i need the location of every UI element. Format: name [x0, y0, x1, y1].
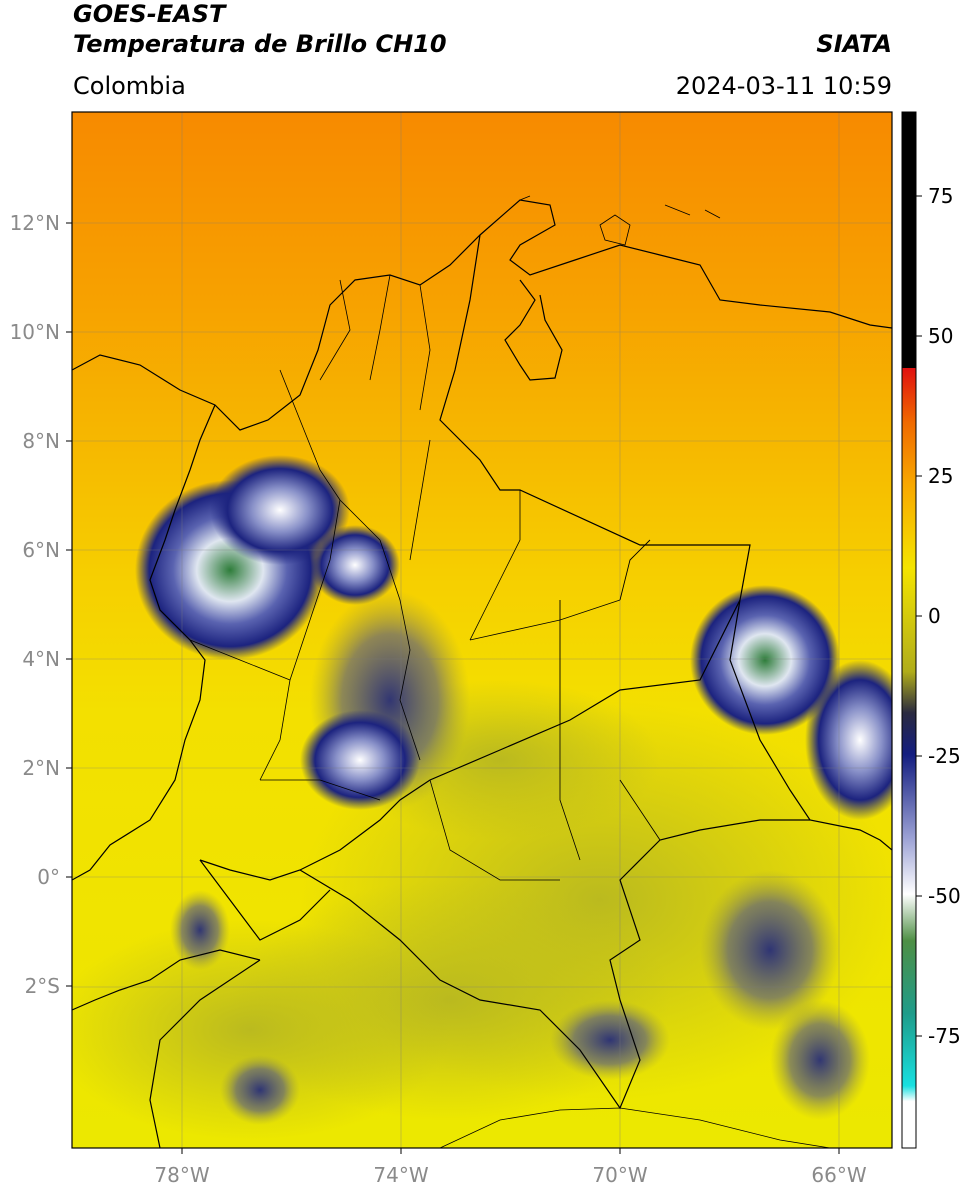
lat-tick-label: 2°N: [22, 756, 60, 780]
colorbar: [902, 112, 916, 1148]
lon-tick-label: 66°W: [811, 1163, 866, 1187]
colorbar-tick-label: -25: [928, 744, 961, 768]
colorbar-ticks: 75 50 25 0 -25 -50 -75: [916, 184, 961, 1048]
map-frame: [71, 111, 893, 1149]
colorbar-tick-label: 50: [928, 324, 953, 348]
lat-tick-label: 8°N: [22, 429, 60, 453]
colorbar-frame: [901, 111, 917, 1149]
satellite-title: GOES-EAST: [73, 0, 226, 28]
lat-tick-label: 4°N: [22, 647, 60, 671]
latitude-ticks: 12°N 10°N 8°N 6°N 4°N 2°N 0° 2°S: [10, 211, 72, 998]
region-label: Colombia: [73, 72, 186, 100]
colorbar-tick-label: 0: [928, 604, 941, 628]
lat-tick-label: 0°: [37, 865, 60, 889]
longitude-ticks: 78°W 74°W 70°W 66°W: [154, 1148, 867, 1187]
colorbar-tick-label: -50: [928, 884, 961, 908]
lat-tick-label: 10°N: [10, 320, 60, 344]
lat-tick-label: 2°S: [25, 974, 60, 998]
lat-tick-label: 12°N: [10, 211, 60, 235]
lon-tick-label: 74°W: [373, 1163, 428, 1187]
boundaries: [72, 195, 892, 1148]
datetime-label: 2024-03-11 10:59: [675, 72, 892, 100]
product-title: Temperatura de Brillo CH10: [73, 30, 447, 58]
colorbar-tick-label: -75: [928, 1024, 961, 1048]
colorbar-tick-label: 75: [928, 184, 953, 208]
lon-tick-label: 78°W: [154, 1163, 209, 1187]
agency-label: SIATA: [816, 30, 892, 58]
colorbar-tick-label: 25: [928, 464, 953, 488]
brightness-temperature-field: [72, 112, 892, 1148]
graticule: [72, 112, 892, 1148]
lat-tick-label: 6°N: [22, 538, 60, 562]
lon-tick-label: 70°W: [592, 1163, 647, 1187]
